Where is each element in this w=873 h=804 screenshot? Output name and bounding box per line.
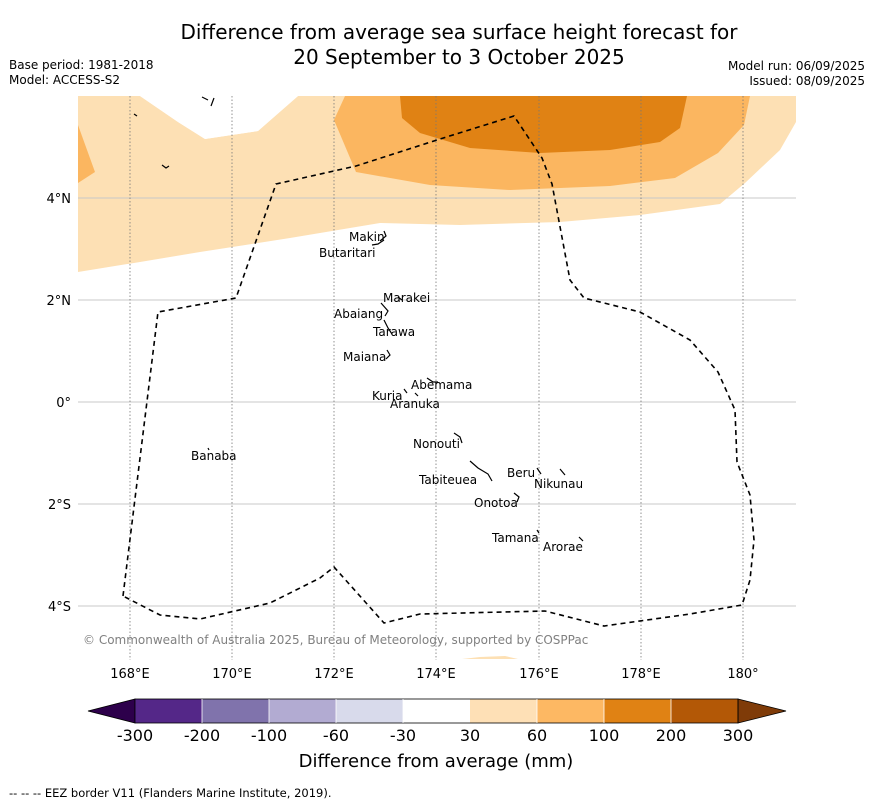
lat-label-2n: 2°N [47,294,72,309]
island-nikunau-shape [559,468,566,476]
colorbar-extend-high [737,698,787,724]
cb-tick-2: -100 [251,726,287,745]
island-tabiteuea-shape [469,460,493,482]
latitude-labels: 4°N 2°N 0° 2°S 4°S [47,192,72,615]
cb-tick-0: -300 [117,726,153,745]
island-abaiang-shape [380,302,389,317]
label-beru: Beru [507,466,535,480]
label-nonouti: Nonouti [413,437,460,451]
colorbar-bin-3 [269,699,336,723]
lon-label-174e: 174°E [416,667,456,682]
lon-label-168e: 168°E [110,667,150,682]
colorbar-bin-7 [537,699,604,723]
island-aranuka-shape [414,392,419,397]
colorbar-frame [134,698,739,724]
island-north-a [201,96,215,107]
lat-label-4s: 4°S [48,600,71,615]
cb-tick-9: 300 [723,726,754,745]
eez-legend-note: -- -- -- EEZ border V11 (Flanders Marine… [9,786,332,800]
label-arorae: Arorae [543,540,583,554]
island-tamana-shape [536,529,540,534]
colorbar-bin-6 [470,699,537,723]
run-info: Model run: 06/09/2025 Issued: 08/09/2025 [728,59,865,89]
island-coastlines [133,96,584,542]
label-tarawa: Tarawa [372,325,415,339]
cb-tick-1: -200 [184,726,220,745]
label-maiana: Maiana [343,350,386,364]
island-onotoa-shape [513,492,520,503]
label-onotoa: Onotoa [474,496,518,510]
colorbar-bin-8 [604,699,671,723]
label-abemama: Abemama [411,378,472,392]
island-arorae-shape [578,536,584,542]
island-butaritari-shape [371,239,385,246]
label-kuria: Kuria [372,389,403,403]
lon-label-180: 180° [727,667,758,682]
colorbar-dividers [201,699,672,723]
latitude-gridlines [78,197,796,607]
island-banaba-shape [207,447,210,451]
lat-label-2s: 2°S [48,498,71,513]
cb-tick-7: 100 [589,726,620,745]
longitude-labels: 168°E 170°E 172°E 174°E 176°E 178°E 180° [110,667,758,682]
colorbar-bin-5 [403,699,470,723]
colorbar-ticks: -300 -200 -100 -60 -30 30 60 100 200 300 [117,726,753,745]
island-tarawa-shape [383,319,393,335]
shade-small-south [462,656,518,659]
label-makin: Makin [349,230,385,244]
label-tamana: Tamana [491,531,539,545]
island-marakei-shape [397,296,403,301]
colorbar-bin-1 [135,699,202,723]
cb-tick-4: -30 [390,726,416,745]
island-north-c [161,164,170,169]
issued-date: Issued: 08/09/2025 [749,74,865,88]
label-banaba: Banaba [191,449,237,463]
lon-label-178e: 178°E [621,667,661,682]
island-makin-shape [379,230,387,242]
model-name: Model: ACCESS-S2 [9,73,121,87]
shade-white-patch [140,96,298,139]
title-line-2: 20 September to 3 October 2025 [293,45,625,69]
island-north-b [133,113,138,117]
island-abemama-shape [426,377,438,383]
label-butaritari: Butaritari [319,246,376,260]
colorbar-extend-low [87,698,136,724]
label-tabiteuea: Tabiteuea [418,473,477,487]
label-abaiang: Abaiang [334,307,383,321]
colorbar: -300 -200 -100 -60 -30 30 60 100 200 300… [87,698,787,772]
lon-label-176e: 176°E [519,667,559,682]
colorbar-bin-2 [202,699,269,723]
colorbar-bin-9 [671,699,738,723]
model-info: Base period: 1981-2018 Model: ACCESS-S2 [9,58,154,88]
map-title: Difference from average sea surface heig… [0,20,873,70]
lat-label-0: 0° [56,396,71,411]
label-aranuka: Aranuka [390,397,440,411]
lon-label-172e: 172°E [314,667,354,682]
eez-border [122,115,755,627]
island-maiana-shape [385,349,391,360]
lat-label-4n: 4°N [47,192,72,207]
cb-tick-3: -60 [323,726,349,745]
island-nonouti-shape [453,432,463,444]
copyright-notice: © Commonwealth of Australia 2025, Bureau… [83,633,588,647]
label-marakei: Marakei [383,291,430,305]
island-beru-shape [536,467,542,475]
sea-height-shading [78,96,796,659]
colorbar-label: Difference from average (mm) [299,751,574,772]
cb-tick-8: 200 [656,726,687,745]
lon-label-170e: 170°E [212,667,252,682]
island-kuria-shape [403,388,408,394]
cb-tick-6: 60 [527,726,547,745]
shade-100-200 [400,96,687,153]
colorbar-bin-4 [336,699,403,723]
island-labels: Makin Butaritari Marakei Abaiang Tarawa … [191,230,583,554]
title-line-1: Difference from average sea surface heig… [180,20,738,44]
model-run: Model run: 06/09/2025 [727,59,865,73]
base-period: Base period: 1981-2018 [9,58,154,72]
shade-60-100-west [78,125,95,183]
label-nikunau: Nikunau [534,477,583,491]
cb-tick-5: 30 [460,726,480,745]
